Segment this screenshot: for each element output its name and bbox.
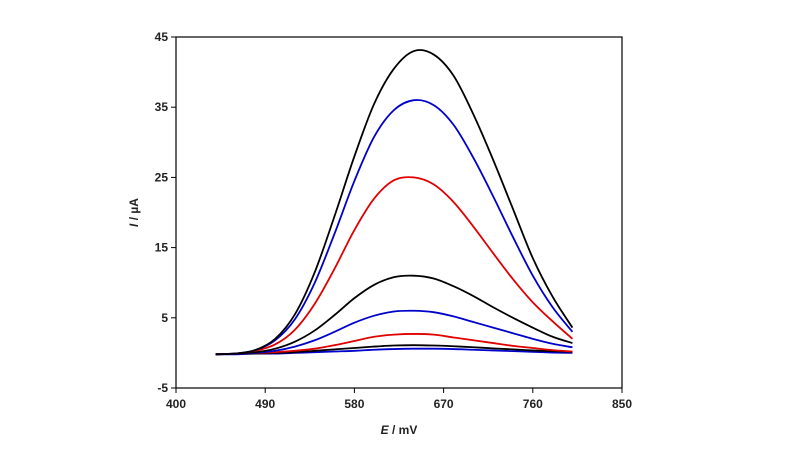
- series-line-3: [215, 333, 573, 356]
- x-axis-symbol: E: [381, 423, 390, 437]
- plot-frame: [175, 36, 623, 389]
- y-tick-label: 25: [155, 170, 169, 184]
- x-tick-label: 400: [166, 397, 186, 411]
- ticks-layer: 400 490 580 670 760 850 -5 5 15 25 35 45: [155, 30, 633, 411]
- x-tick-label: 850: [612, 397, 632, 411]
- x-tick-label: 760: [523, 397, 543, 411]
- series-line-4: [215, 309, 573, 356]
- y-axis-unit: / µA: [127, 198, 141, 224]
- series-line-8: [215, 49, 574, 356]
- y-tick-label: 35: [155, 100, 169, 114]
- series-line-5: [215, 274, 573, 356]
- series-line-6: [215, 176, 574, 356]
- y-axis-label: I / µA: [127, 198, 141, 227]
- y-axis-symbol: I: [127, 223, 141, 227]
- series-layer: [215, 49, 574, 356]
- series-line-7: [215, 99, 574, 356]
- y-tick-label: 15: [155, 241, 169, 255]
- y-tick-label: -5: [157, 381, 168, 395]
- x-axis-unit: / mV: [389, 423, 418, 437]
- x-tick-label: 670: [434, 397, 454, 411]
- x-tick-label: 580: [344, 397, 364, 411]
- x-axis-label: E / mV: [381, 423, 418, 437]
- y-tick-label: 5: [161, 311, 168, 325]
- y-tick-label: 45: [155, 30, 169, 44]
- x-tick-label: 490: [255, 397, 275, 411]
